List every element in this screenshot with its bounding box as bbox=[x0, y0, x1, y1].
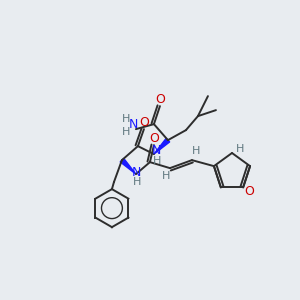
Text: H: H bbox=[153, 156, 161, 166]
Polygon shape bbox=[120, 158, 136, 174]
Text: O: O bbox=[149, 132, 159, 145]
Text: N: N bbox=[129, 118, 139, 130]
Text: N: N bbox=[132, 166, 142, 178]
Text: H: H bbox=[133, 177, 141, 187]
Text: H: H bbox=[192, 146, 200, 156]
Text: H: H bbox=[122, 127, 130, 137]
Text: H: H bbox=[122, 114, 130, 124]
Text: O: O bbox=[155, 93, 165, 106]
Text: N: N bbox=[152, 144, 162, 157]
Text: O: O bbox=[244, 185, 254, 198]
Text: H: H bbox=[162, 171, 170, 181]
Polygon shape bbox=[154, 138, 170, 154]
Text: O: O bbox=[139, 116, 149, 129]
Text: H: H bbox=[236, 144, 244, 154]
